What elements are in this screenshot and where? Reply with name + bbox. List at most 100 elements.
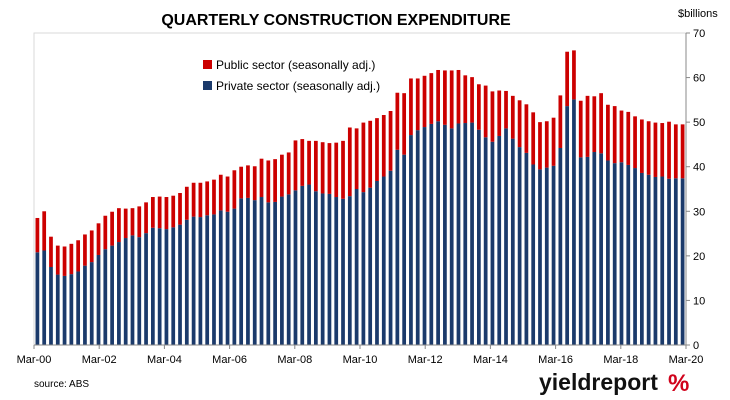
bars-layer bbox=[35, 50, 685, 346]
bar-public-82 bbox=[592, 96, 597, 152]
bar-private-70 bbox=[510, 138, 515, 345]
bar-private-63 bbox=[463, 123, 468, 345]
bar-private-80 bbox=[578, 157, 583, 345]
bar-private-3 bbox=[55, 274, 60, 345]
bar-public-37 bbox=[286, 152, 291, 195]
bar-public-1 bbox=[42, 211, 47, 251]
x-tick-label: Mar-04 bbox=[147, 354, 182, 366]
y-tick-label: 20 bbox=[693, 251, 705, 263]
bar-public-38 bbox=[293, 140, 298, 191]
bar-private-72 bbox=[524, 152, 529, 345]
bar-public-16 bbox=[144, 202, 148, 234]
x-tick-label: Mar-02 bbox=[82, 354, 117, 366]
bar-public-3 bbox=[55, 245, 60, 275]
bar-private-56 bbox=[415, 130, 420, 345]
bar-public-32 bbox=[252, 166, 257, 201]
bar-public-4 bbox=[62, 246, 67, 276]
bar-private-85 bbox=[612, 163, 617, 345]
bar-public-67 bbox=[490, 91, 495, 142]
yieldreport-logo: yieldreport % bbox=[539, 369, 689, 397]
bar-private-77 bbox=[558, 147, 563, 345]
bar-private-13 bbox=[123, 238, 128, 345]
bar-private-0 bbox=[35, 252, 40, 345]
bar-public-20 bbox=[171, 195, 176, 228]
bar-private-81 bbox=[585, 156, 590, 345]
logo-wordmark: yieldreport bbox=[539, 369, 658, 395]
bar-private-55 bbox=[409, 135, 413, 345]
bar-private-36 bbox=[280, 196, 284, 345]
bar-public-26 bbox=[212, 179, 216, 215]
bar-public-0 bbox=[35, 217, 40, 253]
y-tick-label: 70 bbox=[693, 28, 705, 40]
bar-private-92 bbox=[660, 176, 665, 345]
bar-public-84 bbox=[606, 104, 610, 161]
bar-private-23 bbox=[191, 216, 196, 345]
legend-label-private: Private sector (seasonally adj.) bbox=[216, 79, 380, 93]
bar-private-83 bbox=[599, 153, 603, 345]
bar-public-29 bbox=[232, 170, 237, 209]
bar-private-64 bbox=[470, 122, 474, 345]
bar-private-68 bbox=[497, 135, 502, 345]
y-tick-label: 50 bbox=[693, 117, 705, 129]
bar-public-75 bbox=[544, 121, 549, 168]
bar-public-31 bbox=[246, 165, 250, 198]
y-tick-label: 30 bbox=[693, 206, 705, 218]
bar-public-12 bbox=[117, 208, 121, 243]
bar-private-84 bbox=[606, 160, 610, 345]
bar-public-81 bbox=[585, 95, 590, 157]
bar-private-17 bbox=[150, 227, 155, 345]
bar-private-26 bbox=[212, 214, 216, 345]
bar-public-71 bbox=[517, 100, 522, 148]
bar-public-45 bbox=[341, 140, 345, 199]
bar-private-24 bbox=[198, 217, 203, 345]
bar-private-61 bbox=[449, 128, 454, 345]
bar-private-48 bbox=[361, 192, 366, 345]
bar-private-95 bbox=[680, 178, 685, 345]
bar-private-31 bbox=[246, 197, 250, 345]
bar-private-50 bbox=[375, 180, 379, 345]
bar-private-93 bbox=[667, 178, 671, 345]
bar-public-62 bbox=[456, 69, 461, 124]
bar-private-73 bbox=[531, 164, 536, 345]
bar-public-2 bbox=[49, 236, 53, 267]
bar-private-90 bbox=[646, 174, 651, 345]
bar-public-80 bbox=[578, 100, 583, 158]
bar-public-30 bbox=[239, 166, 244, 199]
y-tick-label: 60 bbox=[693, 73, 705, 85]
bar-private-74 bbox=[538, 169, 542, 345]
bar-public-7 bbox=[83, 234, 87, 266]
bar-private-49 bbox=[368, 187, 373, 345]
bar-private-38 bbox=[293, 190, 298, 345]
bar-private-51 bbox=[381, 176, 386, 345]
bar-public-23 bbox=[191, 182, 196, 217]
bar-private-20 bbox=[171, 227, 176, 345]
bar-public-41 bbox=[313, 140, 318, 192]
bar-public-76 bbox=[551, 117, 556, 166]
bar-public-6 bbox=[76, 240, 81, 272]
bar-public-57 bbox=[422, 75, 427, 128]
bar-private-40 bbox=[307, 184, 311, 345]
bar-public-87 bbox=[626, 111, 631, 165]
bar-private-94 bbox=[673, 178, 678, 345]
bar-private-6 bbox=[76, 271, 81, 345]
legend-label-public: Public sector (seasonally adj.) bbox=[216, 58, 375, 72]
bar-public-93 bbox=[667, 121, 671, 179]
bar-private-53 bbox=[395, 149, 400, 345]
bar-public-15 bbox=[137, 206, 142, 238]
bar-public-34 bbox=[266, 160, 271, 203]
bar-private-87 bbox=[626, 164, 631, 345]
bar-private-32 bbox=[252, 200, 257, 345]
bar-public-40 bbox=[307, 140, 311, 185]
bar-private-12 bbox=[117, 242, 121, 345]
bar-public-69 bbox=[504, 90, 508, 129]
bar-public-68 bbox=[497, 90, 502, 136]
logo-percent-icon: % bbox=[668, 370, 689, 397]
bar-private-11 bbox=[110, 245, 114, 345]
bar-private-10 bbox=[103, 249, 108, 345]
bar-public-25 bbox=[205, 181, 210, 216]
bar-public-74 bbox=[538, 122, 542, 170]
bar-public-88 bbox=[633, 116, 637, 169]
bar-private-7 bbox=[83, 265, 87, 345]
bar-public-89 bbox=[639, 119, 644, 173]
y-tick-label: 0 bbox=[693, 340, 699, 352]
